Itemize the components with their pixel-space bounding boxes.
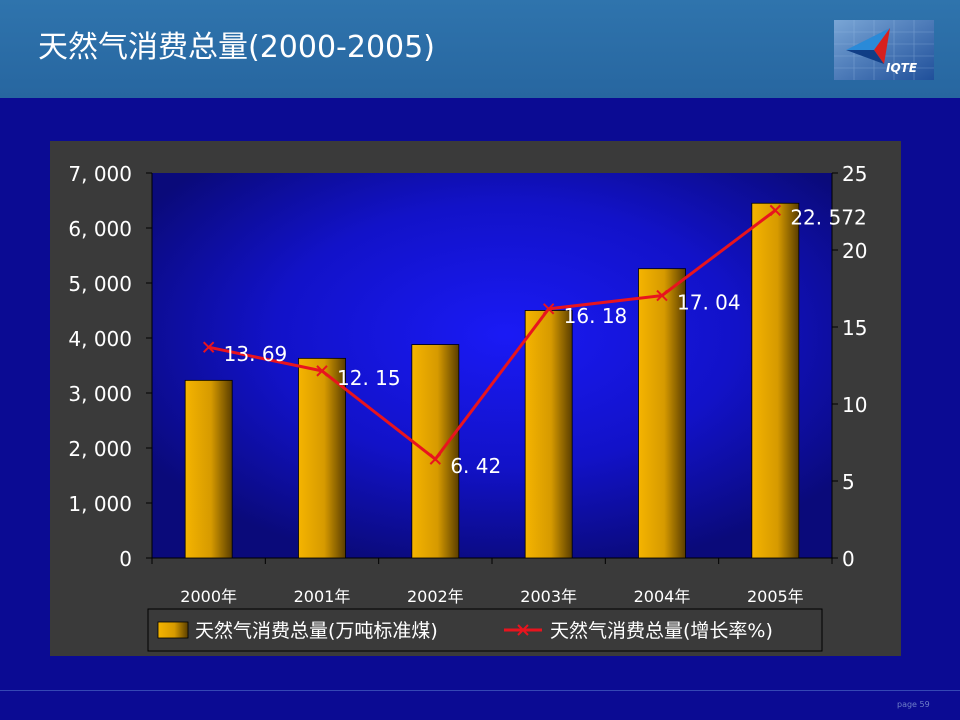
bar-2002年	[411, 344, 460, 559]
y-left-tick-label: 7, 000	[68, 162, 132, 186]
x-tick-label: 2001年	[294, 587, 351, 606]
growth-rate-point	[316, 365, 328, 377]
chart-panel: 0 1, 000 2, 000 3, 000 4, 000 5, 000 6, 000 7, …	[50, 141, 901, 656]
growth-rate-point	[656, 289, 668, 302]
page-number: page 59	[897, 700, 930, 709]
x-tick-label: 2002年	[407, 587, 464, 606]
growth-rate-point	[769, 204, 782, 217]
bar-2005年	[751, 202, 800, 559]
y-left-tick-label: 5, 000	[68, 272, 132, 296]
logo-text: IQTE	[886, 61, 918, 75]
legend-line-marker	[517, 624, 529, 636]
y-left-tick-label: 2, 000	[68, 437, 132, 461]
y-left-tick-label: 4, 000	[68, 327, 132, 351]
iqte-logo: IQTE	[834, 20, 934, 80]
y-right-tick-label: 5	[842, 470, 855, 494]
growth-rate-label: 22. 572	[790, 205, 866, 229]
bar-2001年	[298, 357, 346, 559]
y-right-tick-label: 20	[842, 239, 867, 263]
y-right-tick-label: 10	[842, 393, 867, 417]
footer-line	[0, 690, 960, 691]
legend-bar-swatch	[157, 621, 189, 639]
bar-2000年	[184, 379, 233, 559]
y-left-tick-label: 1, 000	[68, 492, 132, 516]
growth-rate-label: 13. 69	[224, 342, 288, 366]
bar-2003年	[524, 310, 573, 559]
legend-line-label: 天然气消费总量(增长率%)	[550, 620, 773, 642]
legend	[147, 608, 823, 652]
y-left-tick-label: 6, 000	[68, 217, 132, 241]
growth-rate-point	[429, 453, 442, 465]
growth-rate-label: 16. 18	[564, 304, 628, 328]
plot-area	[152, 173, 832, 558]
slide-title: 天然气消费总量(2000-2005)	[38, 30, 435, 65]
growth-rate-label: 12. 15	[337, 366, 401, 390]
growth-rate-line	[208, 209, 777, 462]
growth-rate-point	[542, 303, 555, 315]
y-right-tick-label: 0	[842, 547, 855, 571]
legend-bar-label: 天然气消费总量(万吨标准煤)	[195, 620, 438, 642]
y-right-tick-label: 15	[842, 316, 867, 340]
slide-header: 天然气消费总量(2000-2005) IQTE	[0, 0, 960, 98]
growth-rate-point	[202, 341, 215, 353]
y-left-tick-label: 0	[119, 547, 132, 571]
x-tick-label: 2004年	[634, 587, 691, 606]
y-right-tick-label: 25	[842, 162, 867, 186]
growth-rate-label: 6. 42	[450, 454, 501, 478]
growth-rate-label: 17. 04	[677, 291, 741, 315]
x-tick-label: 2000年	[180, 587, 237, 606]
consumption-chart: 0 1, 000 2, 000 3, 000 4, 000 5, 000 6, 000 7, …	[68, 162, 867, 652]
x-tick-label: 2005年	[747, 587, 804, 606]
y-left-tick-label: 3, 000	[68, 382, 132, 406]
x-tick-label: 2003年	[520, 587, 577, 606]
bar-2004年	[638, 268, 686, 559]
